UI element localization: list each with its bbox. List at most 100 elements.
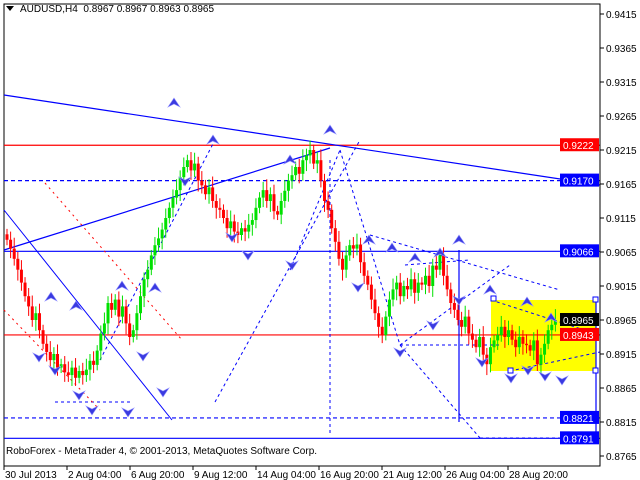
candle-body [456,309,460,320]
down-arrow-icon [452,295,466,306]
candle [16,252,20,281]
candle-body [416,282,420,293]
candle [416,273,420,301]
candle-body [304,155,308,161]
candle-body [503,326,507,337]
candle-body [261,190,265,198]
candle-body [240,228,244,235]
candle [315,152,319,174]
candle-body [369,284,373,300]
candle-body [160,229,164,239]
candle-body [95,350,99,365]
candle-body [149,255,153,270]
down-arrow-icon [393,347,407,358]
candle-body [16,258,20,270]
y-tick-label: 0.8815 [606,418,637,429]
candle [84,358,88,382]
candle [229,210,233,235]
candle [30,295,34,327]
candle [514,331,518,357]
candle [304,148,308,172]
candle-body [442,255,446,276]
candle-body [41,330,45,344]
candle-body [131,330,135,337]
candle-body [254,207,258,221]
candle [189,152,193,180]
price-level-label: 0.9066 [563,247,594,258]
candle-body [185,160,189,167]
candle-body [265,190,269,201]
time-axis: 30 Jul 2013 2 Aug 04:00 6 Aug 20:00 9 Aug 1… [3,465,600,480]
candle-body [74,367,78,378]
candle-body [460,320,464,327]
candles [5,140,557,386]
candle [413,272,417,304]
candle-body [63,364,67,373]
red-channel-lower [3,309,101,411]
y-tick-label: 0.9015 [606,282,637,293]
dashed-line [404,259,471,266]
candle [463,305,467,334]
candle-body [128,323,132,337]
candle [142,272,146,308]
candle-body [290,175,294,181]
candle [427,264,431,293]
dashed-line [490,299,601,336]
candle-body [315,160,319,164]
candle-body [337,241,341,259]
dropdown-triangle-icon[interactable] [6,6,14,11]
up-arrow-icon [115,280,129,291]
price-level-badge [560,410,599,424]
up-arrow-icon [408,252,422,263]
candle [146,260,150,288]
candle [45,335,49,362]
candle [387,291,391,327]
candle-body [258,197,262,208]
y-tick-label: 0.9065 [606,248,637,259]
up-arrow-icon [452,234,466,245]
candle-body [66,372,70,376]
candle [279,192,283,225]
candle [193,152,197,178]
candle-body [182,167,186,178]
candle-body [470,333,474,340]
candle-body [30,306,34,320]
red-channel [3,182,183,411]
box-handle[interactable] [507,367,514,374]
candle [373,288,377,320]
candle [23,277,27,302]
candle-body [528,345,532,351]
candle [431,258,435,297]
candle [449,282,453,314]
candle-body [506,330,510,337]
candle-body [308,150,312,156]
candle [196,156,200,192]
candle [250,213,254,236]
candle-body [550,324,554,331]
candle [175,179,179,205]
up-arrow-icon [323,124,337,135]
down-arrow-icon [225,232,239,243]
candle-body [427,275,431,286]
candle-body [431,265,435,286]
box-handle[interactable] [490,295,497,302]
candle [481,326,485,362]
candle-body [203,185,207,195]
x-tick-label: 16 Aug 20:00 [320,470,379,480]
candle [488,337,492,373]
candle-body [34,313,38,320]
box-handle[interactable] [592,367,599,374]
candle [63,356,67,382]
candle [178,170,182,201]
candle [265,179,269,208]
dashed-line [289,149,341,271]
down-arrow-icon [136,351,150,362]
box-handle[interactable] [592,296,599,303]
candle-body [48,351,52,361]
candle [322,173,326,212]
symbol-label: AUDUSD,H4 [20,4,78,15]
candle-body [514,339,518,348]
candle-body [297,167,301,174]
up-arrow-icon [206,134,220,145]
